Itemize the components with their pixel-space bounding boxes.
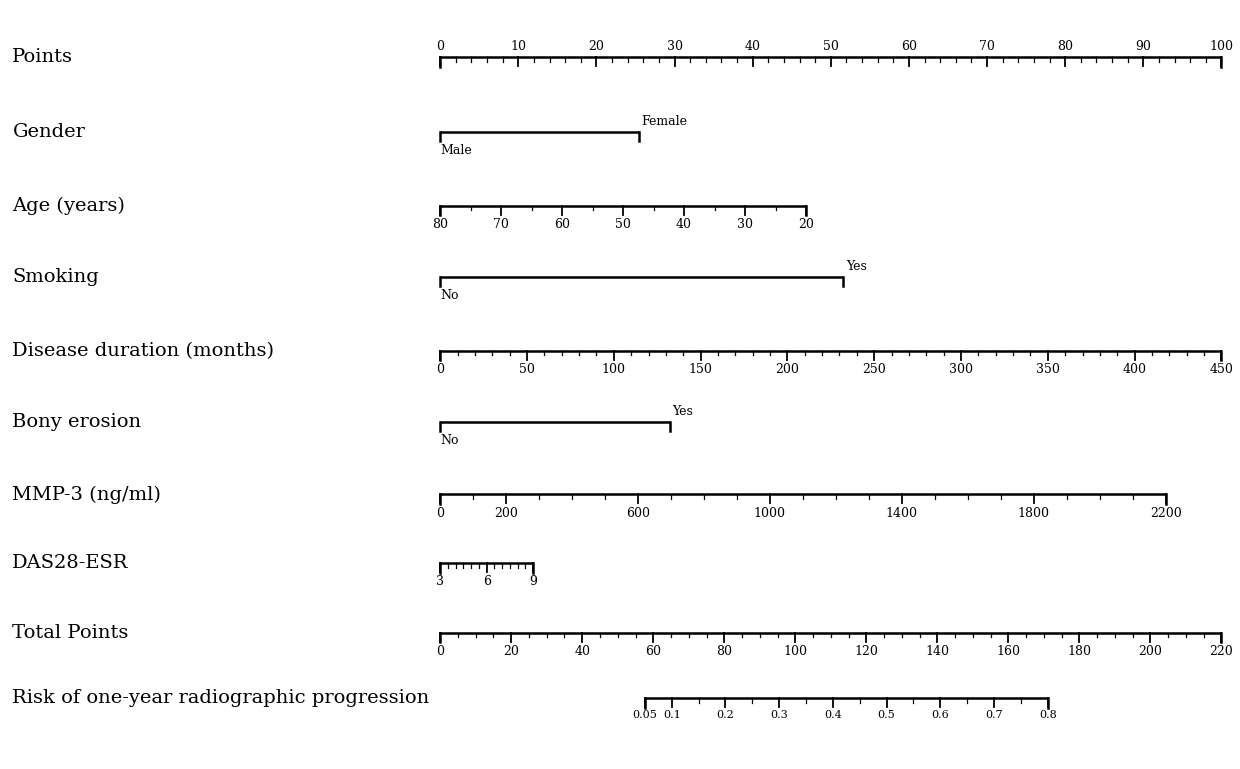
Text: Risk of one-year radiographic progression: Risk of one-year radiographic progressio… [12, 689, 429, 707]
Text: 80: 80 [1058, 40, 1073, 53]
Text: 1000: 1000 [754, 507, 786, 520]
Text: 0.7: 0.7 [986, 711, 1003, 721]
Text: 9: 9 [529, 575, 537, 588]
Text: 0.4: 0.4 [825, 711, 842, 721]
Text: 600: 600 [626, 507, 650, 520]
Text: 350: 350 [1035, 363, 1060, 376]
Text: 40: 40 [676, 218, 692, 231]
Text: 20: 20 [799, 218, 813, 231]
Text: 0.8: 0.8 [1039, 711, 1056, 721]
Text: Disease duration (months): Disease duration (months) [12, 341, 274, 360]
Text: 0: 0 [436, 363, 444, 376]
Text: 300: 300 [949, 363, 973, 376]
Text: 100: 100 [601, 363, 626, 376]
Text: 2200: 2200 [1149, 507, 1182, 520]
Text: 200: 200 [775, 363, 800, 376]
Text: 70: 70 [980, 40, 994, 53]
Text: 250: 250 [862, 363, 887, 376]
Text: 0.3: 0.3 [770, 711, 787, 721]
Text: Age (years): Age (years) [12, 197, 125, 215]
Text: 50: 50 [823, 40, 838, 53]
Text: 0: 0 [436, 507, 444, 520]
Text: 80: 80 [433, 218, 448, 231]
Text: 60: 60 [554, 218, 570, 231]
Text: Total Points: Total Points [12, 624, 129, 642]
Text: 10: 10 [511, 40, 526, 53]
Text: 0: 0 [436, 645, 444, 658]
Text: 3: 3 [436, 575, 444, 588]
Text: 200: 200 [1138, 645, 1162, 658]
Text: 140: 140 [925, 645, 950, 658]
Text: 40: 40 [574, 645, 590, 658]
Text: 0.6: 0.6 [931, 711, 949, 721]
Text: 20: 20 [589, 40, 604, 53]
Text: 450: 450 [1209, 363, 1234, 376]
Text: 0: 0 [436, 40, 444, 53]
Text: Male: Male [440, 145, 472, 158]
Text: No: No [440, 434, 459, 448]
Text: 80: 80 [717, 645, 733, 658]
Text: Yes: Yes [846, 260, 867, 273]
Text: 1800: 1800 [1018, 507, 1050, 520]
Text: Smoking: Smoking [12, 268, 99, 285]
Text: Points: Points [12, 48, 73, 66]
Text: 100: 100 [1209, 40, 1234, 53]
Text: Bony erosion: Bony erosion [12, 413, 141, 431]
Text: 30: 30 [667, 40, 682, 53]
Text: 100: 100 [784, 645, 807, 658]
Text: 400: 400 [1122, 363, 1147, 376]
Text: 0.05: 0.05 [632, 711, 657, 721]
Text: 1400: 1400 [885, 507, 918, 520]
Text: 0.5: 0.5 [878, 711, 895, 721]
Text: Yes: Yes [672, 405, 693, 418]
Text: 20: 20 [503, 645, 520, 658]
Text: 60: 60 [645, 645, 661, 658]
Text: 30: 30 [737, 218, 753, 231]
Text: 60: 60 [901, 40, 916, 53]
Text: Female: Female [641, 115, 687, 128]
Text: 160: 160 [997, 645, 1021, 658]
Text: 50: 50 [615, 218, 631, 231]
Text: 120: 120 [854, 645, 878, 658]
Text: 70: 70 [494, 218, 510, 231]
Text: 0.2: 0.2 [717, 711, 734, 721]
Text: 220: 220 [1209, 645, 1234, 658]
Text: No: No [440, 289, 459, 302]
Text: 90: 90 [1136, 40, 1151, 53]
Text: 0.1: 0.1 [663, 711, 681, 721]
Text: 150: 150 [688, 363, 713, 376]
Text: 50: 50 [520, 363, 534, 376]
Text: 6: 6 [482, 575, 491, 588]
Text: 40: 40 [745, 40, 760, 53]
Text: 200: 200 [495, 507, 518, 520]
Text: Gender: Gender [12, 122, 86, 141]
Text: DAS28-ESR: DAS28-ESR [12, 554, 129, 572]
Text: MMP-3 (ng/ml): MMP-3 (ng/ml) [12, 485, 161, 504]
Text: 180: 180 [1068, 645, 1091, 658]
